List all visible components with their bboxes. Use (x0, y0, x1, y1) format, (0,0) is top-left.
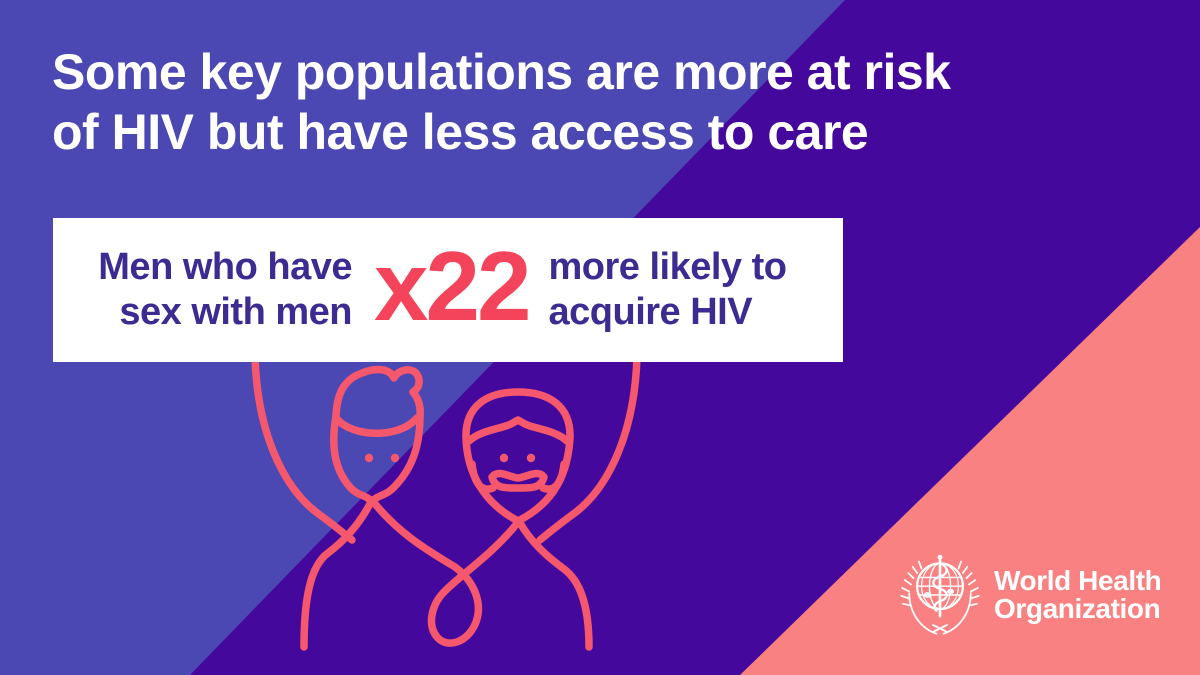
stat-banner: Men who have sex with men x22 more likel… (53, 218, 843, 362)
right-figure (462, 352, 641, 651)
headline: Some key populations are more at risk of… (52, 42, 1132, 162)
right-beard-left (468, 460, 497, 493)
right-eye-left (499, 453, 509, 463)
outcome-line-1: more likely to (548, 246, 787, 288)
population-line-1: Men who have (98, 246, 352, 288)
who-wordmark-line-1: World Health (994, 565, 1162, 596)
right-arm-line (536, 352, 641, 544)
outcome-label: more likely to acquire HIV (549, 245, 787, 335)
right-mouth (488, 469, 548, 492)
who-emblem-icon (900, 554, 980, 635)
right-eye-right (526, 453, 536, 463)
population-label: Men who have sex with men (53, 245, 352, 335)
right-beard-right (539, 460, 568, 493)
left-eye-left (364, 453, 374, 463)
left-eye-right (390, 453, 400, 463)
multiplier-value: x22 (374, 230, 532, 341)
right-hair-fringe (465, 416, 571, 445)
outcome-line-2: acquire HIV (548, 291, 753, 333)
left-arm-line (251, 352, 356, 544)
left-torso-line (300, 496, 376, 651)
left-figure (251, 352, 424, 651)
who-wordmark-line-2: Organization (994, 593, 1161, 624)
left-hair-swoosh (332, 365, 424, 420)
who-logo: World Health Organization (896, 551, 1162, 639)
left-hair-fringe (334, 414, 421, 437)
right-face-outline (462, 388, 574, 525)
headline-line-1: Some key populations are more at risk (52, 44, 951, 100)
population-line-2: sex with men (119, 291, 352, 333)
right-torso-line (515, 517, 593, 651)
who-wordmark: World Health Organization (994, 565, 1162, 624)
headline-line-2: of HIV but have less access to care (52, 104, 869, 160)
crossed-bodies-loop-line (368, 496, 523, 647)
